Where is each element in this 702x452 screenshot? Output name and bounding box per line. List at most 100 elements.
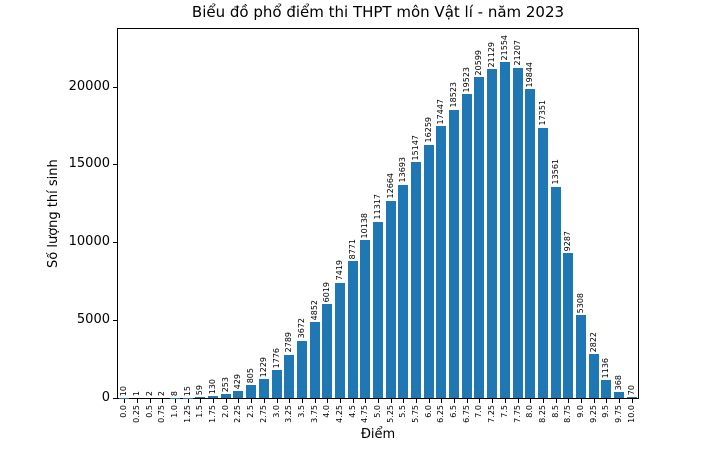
bar: [601, 380, 612, 398]
bar-value-label: 19523: [461, 66, 471, 93]
bar-value-label: 2822: [588, 331, 598, 353]
x-tick: [631, 399, 633, 403]
x-tick: [289, 399, 291, 403]
bar: [537, 127, 548, 398]
bar-value-label: 429: [233, 374, 243, 390]
x-tick-label: 3.25: [284, 405, 294, 423]
bar: [588, 354, 599, 398]
bar-value-label: 70: [626, 384, 636, 395]
x-tick: [124, 399, 126, 403]
bar-value-label: 8: [170, 390, 180, 396]
x-tick-label: 2.75: [258, 405, 268, 423]
bar-value-label: 6019: [322, 281, 332, 303]
bar: [626, 396, 637, 398]
x-tick-label: 5.75: [411, 405, 421, 423]
x-tick-label: 3.0: [271, 405, 281, 418]
x-tick-label: 2.25: [233, 405, 243, 423]
x-tick: [403, 399, 405, 403]
x-tick: [593, 399, 595, 403]
x-tick: [200, 399, 202, 403]
x-tick-label: 3.5: [296, 405, 306, 418]
bar-value-label: 9287: [563, 231, 573, 252]
bar: [563, 253, 574, 398]
x-tick-label: 3.75: [309, 405, 319, 423]
x-tick-label: 9.25: [588, 405, 598, 423]
x-tick-label: 9.5: [601, 405, 611, 418]
bar: [296, 340, 307, 398]
x-tick: [314, 399, 316, 403]
x-tick: [492, 399, 494, 403]
bar: [334, 282, 345, 398]
bar: [309, 322, 320, 398]
x-tick-label: 8.0: [525, 405, 535, 418]
chart-title: Biểu đồ phổ điểm thi THPT môn Vật lí - n…: [191, 3, 565, 21]
bar-value-label: 4852: [309, 300, 319, 321]
x-tick: [327, 399, 329, 403]
bar: [423, 144, 434, 398]
bar-value-label: 805: [246, 368, 256, 384]
x-tick: [618, 399, 620, 403]
x-tick-label: 8.25: [537, 405, 547, 423]
bar-value-label: 21554: [499, 34, 509, 61]
bar-value-label: 2789: [284, 332, 294, 353]
x-tick-label: 4.25: [334, 405, 344, 423]
bar-value-label: 13561: [550, 159, 560, 185]
x-tick-label: 1.25: [182, 405, 192, 423]
bar: [449, 109, 460, 398]
x-tick: [251, 399, 253, 403]
x-tick-label: 9.75: [613, 405, 623, 423]
bar: [436, 126, 447, 398]
x-tick: [568, 399, 570, 403]
bar-value-label: 18523: [449, 82, 459, 108]
bar-value-label: 7419: [334, 260, 344, 281]
x-tick-label: 6.0: [423, 405, 433, 418]
x-tick: [542, 399, 544, 403]
x-tick: [428, 399, 430, 403]
bar-value-label: 59: [195, 384, 205, 396]
bar: [258, 378, 269, 398]
bar-value-label: 11317: [373, 194, 382, 220]
bar-value-label: 13693: [398, 157, 408, 183]
bar-value-label: 130: [208, 378, 218, 394]
x-tick-label: 0.5: [144, 405, 154, 418]
x-tick-label: 1.5: [195, 405, 205, 418]
x-tick-label: 7.75: [512, 405, 522, 423]
bar: [271, 370, 282, 398]
x-tick-label: 10.0: [626, 405, 636, 423]
bar: [220, 394, 231, 398]
bar: [461, 94, 472, 398]
x-tick: [213, 399, 215, 403]
bar: [512, 67, 523, 398]
x-tick: [276, 399, 278, 403]
bar-value-label: 368: [613, 375, 623, 391]
x-tick-label: 7.25: [487, 405, 497, 423]
x-tick-label: 8.5: [550, 405, 560, 418]
x-tick: [339, 399, 341, 403]
y-axis-label: Số lượng thí sinh: [46, 159, 61, 268]
bar-value-label: 20599: [474, 49, 484, 76]
x-tick-label: 5.5: [398, 405, 408, 418]
x-tick-label: 9.0: [575, 405, 585, 418]
bar-value-label: 19844: [525, 61, 535, 88]
x-tick: [378, 399, 379, 403]
x-tick-label: 4.0: [322, 405, 332, 418]
x-tick: [466, 399, 468, 403]
bar-value-label: 8771: [347, 239, 357, 260]
bar: [233, 391, 244, 398]
bar-value-label: 21207: [512, 40, 522, 66]
x-tick: [416, 399, 418, 403]
bar: [385, 200, 396, 398]
bar: [208, 395, 219, 398]
x-tick: [225, 399, 227, 403]
x-tick: [441, 399, 443, 403]
bar-value-label: 253: [220, 376, 230, 393]
x-tick: [162, 399, 164, 403]
bar-value-label: 15: [182, 385, 192, 396]
x-tick-label: 7.0: [474, 405, 484, 418]
x-tick: [555, 399, 557, 403]
bar-value-label: 21129: [487, 41, 497, 68]
bar-value-label: 10138: [360, 212, 370, 239]
bar-value-label: 1776: [271, 348, 281, 369]
plot-area: 10 1 2 2 8 15 59 130 253 429 805 1229 1776 2789 3672 48…: [117, 28, 639, 399]
